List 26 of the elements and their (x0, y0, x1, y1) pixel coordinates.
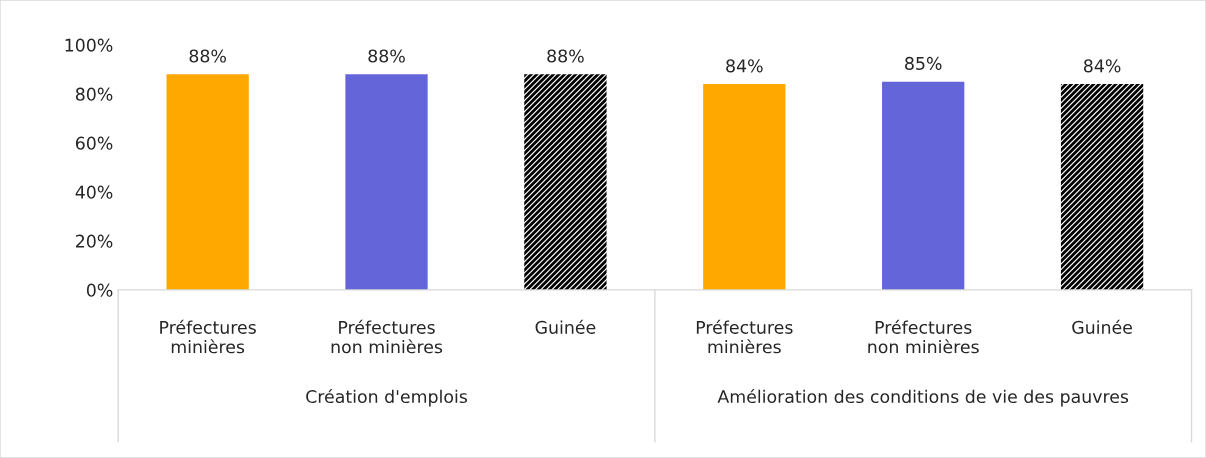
y-tick-label: 100% (65, 38, 113, 52)
x-tick-label: Guinée (535, 319, 596, 334)
data-label: 88% (189, 49, 226, 63)
x-tick-label: Préfectures minières (160, 319, 256, 354)
x-tick-label: Préfectures non minières (868, 319, 979, 354)
bar (166, 74, 249, 290)
text: Création d'emplois (306, 388, 468, 407)
bar (882, 81, 965, 290)
bar (345, 74, 428, 290)
data-label: 88% (547, 49, 584, 63)
text: Amélioration des conditions de vie des pauvres (717, 388, 1129, 407)
data-label: 85% (905, 56, 942, 70)
bar (703, 84, 786, 290)
data-label: 88% (368, 49, 405, 63)
y-tick-label: 0% (86, 283, 113, 297)
x-tick-label: Préfectures minières (696, 319, 793, 354)
data-label: 84% (1083, 59, 1121, 73)
data-label: 84% (726, 59, 763, 73)
x-tick-label: Guinée (1072, 319, 1132, 334)
x-tick-label: Préfectures non minières (331, 319, 443, 354)
y-tick-label: 80% (75, 87, 113, 101)
y-tick-label: 20% (76, 234, 113, 248)
y-tick-label: 60% (75, 136, 113, 150)
bar (524, 74, 607, 290)
y-tick-label: 40% (75, 185, 113, 199)
bar (1060, 84, 1144, 290)
